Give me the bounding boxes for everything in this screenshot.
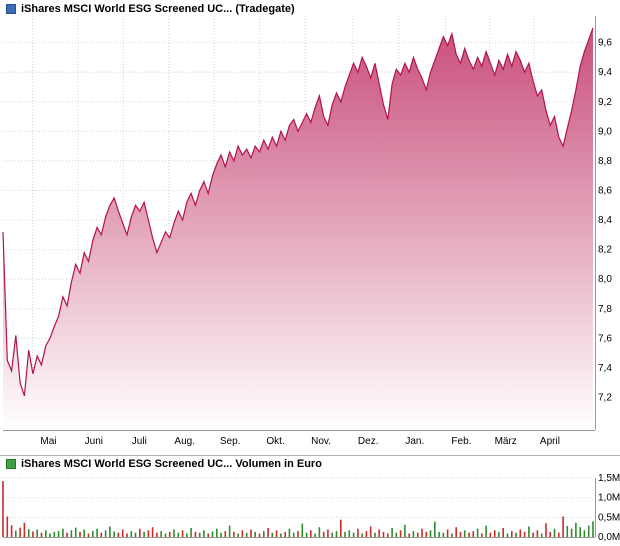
svg-text:9,2: 9,2 bbox=[598, 97, 612, 108]
svg-text:7,8: 7,8 bbox=[598, 304, 612, 315]
volume-series-marker-icon bbox=[6, 459, 16, 469]
svg-text:Nov.: Nov. bbox=[311, 436, 331, 447]
volume-chart-canvas: 0,0M 0,5M 1,0M 1,5M bbox=[2, 473, 620, 543]
svg-text:1,5M: 1,5M bbox=[598, 473, 620, 484]
svg-text:7,4: 7,4 bbox=[598, 363, 612, 374]
svg-text:8,4: 8,4 bbox=[598, 215, 612, 226]
svg-text:Mai: Mai bbox=[40, 436, 56, 447]
svg-text:Dez.: Dez. bbox=[358, 436, 379, 447]
svg-text:9,6: 9,6 bbox=[598, 38, 612, 49]
volume-chart-title: iShares MSCI World ESG Screened UC... Vo… bbox=[6, 458, 322, 470]
price-chart-canvas: 7,2 7,4 7,6 7,8 8,0 8,2 8,4 8,6 8,8 9,0 9,2 9,4 9,6 M… bbox=[2, 16, 612, 447]
svg-text:0,0M: 0,0M bbox=[598, 532, 620, 543]
svg-text:Okt.: Okt. bbox=[266, 436, 284, 447]
svg-text:9,0: 9,0 bbox=[598, 126, 612, 137]
price-chart-title-text: iShares MSCI World ESG Screened UC... (T… bbox=[21, 3, 295, 15]
svg-text:1,0M: 1,0M bbox=[598, 493, 620, 504]
svg-text:Aug.: Aug. bbox=[174, 436, 195, 447]
svg-text:Juli: Juli bbox=[132, 436, 147, 447]
price-chart-title: iShares MSCI World ESG Screened UC... (T… bbox=[6, 3, 295, 15]
svg-text:8,8: 8,8 bbox=[598, 156, 612, 167]
svg-text:9,4: 9,4 bbox=[598, 67, 612, 78]
svg-text:8,0: 8,0 bbox=[598, 274, 612, 285]
svg-text:8,2: 8,2 bbox=[598, 245, 612, 256]
volume-chart-title-text: iShares MSCI World ESG Screened UC... Vo… bbox=[21, 458, 322, 470]
svg-text:7,2: 7,2 bbox=[598, 392, 612, 403]
price-series-marker-icon bbox=[6, 4, 16, 14]
svg-text:Feb.: Feb. bbox=[451, 436, 471, 447]
svg-text:7,6: 7,6 bbox=[598, 333, 612, 344]
svg-text:Sep.: Sep. bbox=[220, 436, 241, 447]
svg-text:Juni: Juni bbox=[85, 436, 103, 447]
svg-text:8,6: 8,6 bbox=[598, 185, 612, 196]
panel-divider bbox=[0, 455, 620, 456]
svg-text:Jan.: Jan. bbox=[405, 436, 424, 447]
svg-text:April: April bbox=[540, 436, 560, 447]
svg-text:März: März bbox=[495, 436, 517, 447]
svg-text:0,5M: 0,5M bbox=[598, 512, 620, 523]
